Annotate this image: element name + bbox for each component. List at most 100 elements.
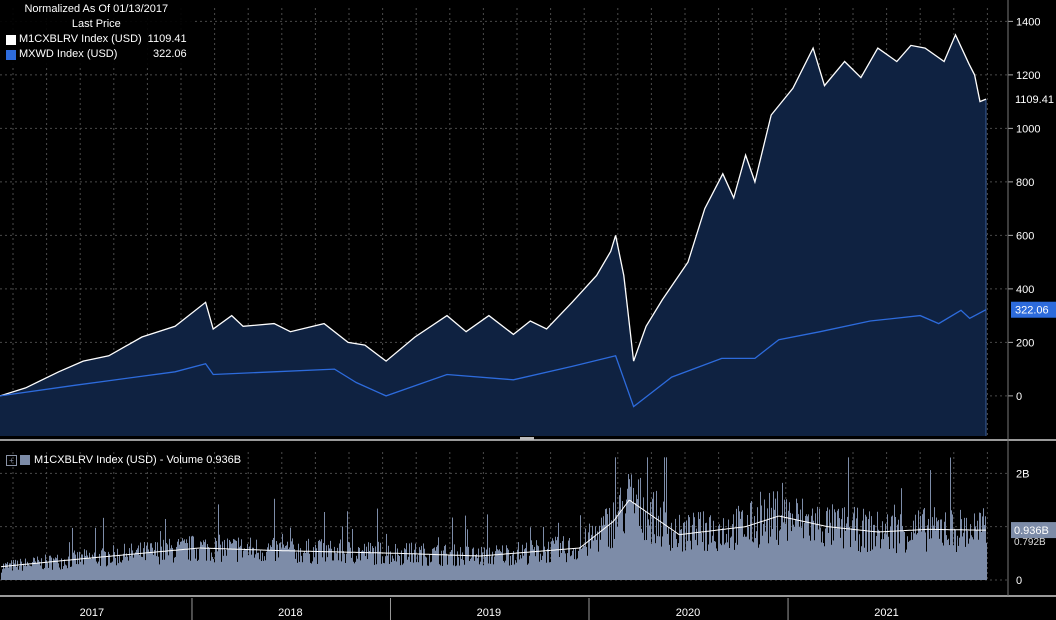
expand-icon[interactable]: + [6, 454, 17, 466]
volume-bar [7, 562, 8, 580]
volume-bar [845, 530, 846, 580]
volume-bar [569, 538, 570, 580]
volume-bar [33, 557, 34, 580]
volume-bar [480, 561, 481, 580]
volume-bar [510, 555, 511, 580]
volume-bar [268, 543, 269, 580]
legend-row-m1cxblrv[interactable]: M1CXBLRV Index (USD) 1109.41 [6, 32, 187, 47]
volume-bar [79, 551, 80, 580]
volume-bar [381, 563, 382, 580]
volume-bar [902, 525, 903, 580]
volume-bar [636, 494, 637, 580]
volume-bar [236, 540, 237, 580]
volume-bar [874, 524, 875, 580]
volume-bar [32, 561, 33, 580]
volume-bar [330, 540, 331, 580]
volume-bar [439, 564, 440, 580]
volume-bar [837, 510, 838, 580]
volume-bar [245, 548, 246, 580]
volume-bar [323, 543, 324, 580]
volume-bar [476, 554, 477, 580]
volume-bar [414, 549, 415, 580]
volume-bar [39, 561, 40, 580]
volume-bar [83, 564, 84, 580]
volume-bar [650, 502, 651, 580]
volume-bar [301, 555, 302, 580]
volume-bar [512, 554, 513, 580]
volume-bar [459, 565, 460, 580]
volume-bar [619, 495, 620, 580]
volume-bar [44, 567, 45, 580]
volume-bar [34, 558, 35, 580]
volume-bar [884, 533, 885, 580]
volume-bar [860, 552, 861, 580]
x-tick-label: 2019 [477, 607, 501, 619]
volume-bar [736, 508, 737, 580]
volume-bar [230, 541, 231, 580]
volume-bar [654, 534, 655, 580]
volume-bar [218, 504, 219, 580]
volume-bar [950, 457, 951, 580]
volume-bar [653, 492, 654, 580]
volume-bar [781, 515, 782, 580]
volume-bar [840, 537, 841, 580]
volume-bar [656, 490, 657, 580]
volume-bar [328, 544, 329, 580]
volume-bar [503, 560, 504, 580]
volume-bar [92, 554, 93, 580]
volume-bar [307, 552, 308, 580]
volume-bar [448, 555, 449, 580]
volume-bar [576, 559, 577, 580]
volume-bar [604, 524, 605, 580]
volume-bar [564, 550, 565, 580]
volume-bar [191, 536, 192, 580]
volume-bar [54, 559, 55, 580]
volume-bar [801, 527, 802, 580]
volume-bar [681, 528, 682, 580]
volume-bar [890, 526, 891, 580]
volume-bar [169, 538, 170, 580]
volume-bar [749, 539, 750, 580]
volume-bar [336, 553, 337, 580]
volume-bar [494, 556, 495, 580]
volume-bar [262, 552, 263, 580]
volume-bar [286, 545, 287, 580]
volume-bar [823, 543, 824, 580]
volume-bar [152, 547, 153, 580]
volume-bar [148, 549, 149, 580]
volume-bar [365, 556, 366, 580]
volume-bar [189, 536, 190, 580]
volume-bar [557, 536, 558, 580]
volume-bar [635, 502, 636, 580]
volume-bar [181, 541, 182, 580]
volume-bar [713, 520, 714, 580]
volume-bar [596, 539, 597, 580]
volume-bar [487, 514, 488, 580]
volume-bar [623, 531, 624, 580]
volume-bar [265, 560, 266, 580]
volume-bar [20, 558, 21, 580]
volume-bar [588, 532, 589, 580]
volume-bar [528, 563, 529, 580]
volume-bar [12, 570, 13, 580]
volume-bar [82, 554, 83, 580]
volume-bar [629, 479, 630, 580]
volume-bar [18, 569, 19, 580]
volume-bar [170, 548, 171, 580]
legend-series-value: 1109.41 [147, 33, 187, 45]
volume-bar [579, 547, 580, 580]
volume-bar [627, 488, 628, 580]
volume-bar [237, 561, 238, 580]
volume-bar [484, 547, 485, 580]
volume-bar [517, 549, 518, 580]
volume-bar [24, 565, 25, 580]
volume-bar [704, 550, 705, 580]
volume-bar [69, 542, 70, 580]
volume-bar [646, 539, 647, 580]
volume-bar [820, 527, 821, 580]
legend-row-mxwd[interactable]: MXWD Index (USD) 322.06 [6, 47, 187, 62]
volume-bar [898, 519, 899, 580]
volume-bar [945, 512, 946, 580]
volume-bar [89, 552, 90, 580]
volume-bar [269, 550, 270, 580]
